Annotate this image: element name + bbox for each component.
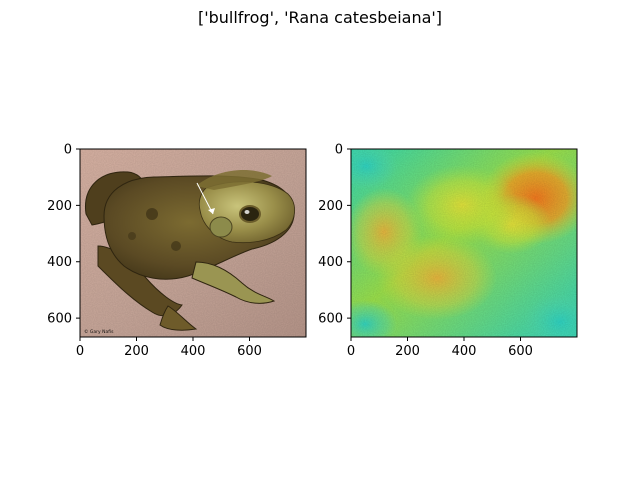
left-x-tick-label: 600 [237, 344, 262, 359]
photo-watermark: © Gary Nafis [84, 328, 114, 335]
left-y-tick-label: 0 [64, 143, 72, 158]
right-x-tick-label: 200 [395, 344, 420, 359]
right-y-tick-label: 0 [335, 143, 343, 158]
left-y-tick-label: 400 [47, 255, 72, 270]
left-y-tick-label: 600 [47, 312, 72, 327]
frog-eye [239, 205, 261, 223]
right-x-tick-label: 400 [452, 344, 477, 359]
right-axes: 0 200 400 600 0 200 400 600 [318, 143, 533, 360]
right-y-tick-label: 400 [318, 255, 343, 270]
left-y-tick-label: 200 [47, 199, 72, 214]
left-x-tick-label: 400 [181, 344, 206, 359]
frog-front-leg [191, 261, 276, 304]
right-y-tick-label: 200 [318, 199, 343, 214]
right-x-tick-label: 600 [508, 344, 533, 359]
left-x-tick-label: 200 [124, 344, 149, 359]
right-heatmap-panel: 0 200 400 600 0 200 400 600 [318, 143, 578, 360]
left-x-tick-label: 0 [76, 344, 84, 359]
right-y-tick-label: 600 [318, 312, 343, 327]
figure-title: ['bullfrog', 'Rana catesbeiana'] [198, 8, 442, 27]
right-x-tick-label: 0 [347, 344, 355, 359]
frog-webbed-foot [159, 305, 198, 331]
heatmap-image [351, 149, 577, 337]
left-axes: 0 200 400 600 0 200 400 600 [47, 143, 262, 360]
frog-photo: © Gary Nafis [80, 149, 306, 337]
left-image-panel: © Gary Nafis 0 200 400 600 0 200 400 600 [47, 143, 307, 360]
frog-tympanum [209, 216, 233, 238]
